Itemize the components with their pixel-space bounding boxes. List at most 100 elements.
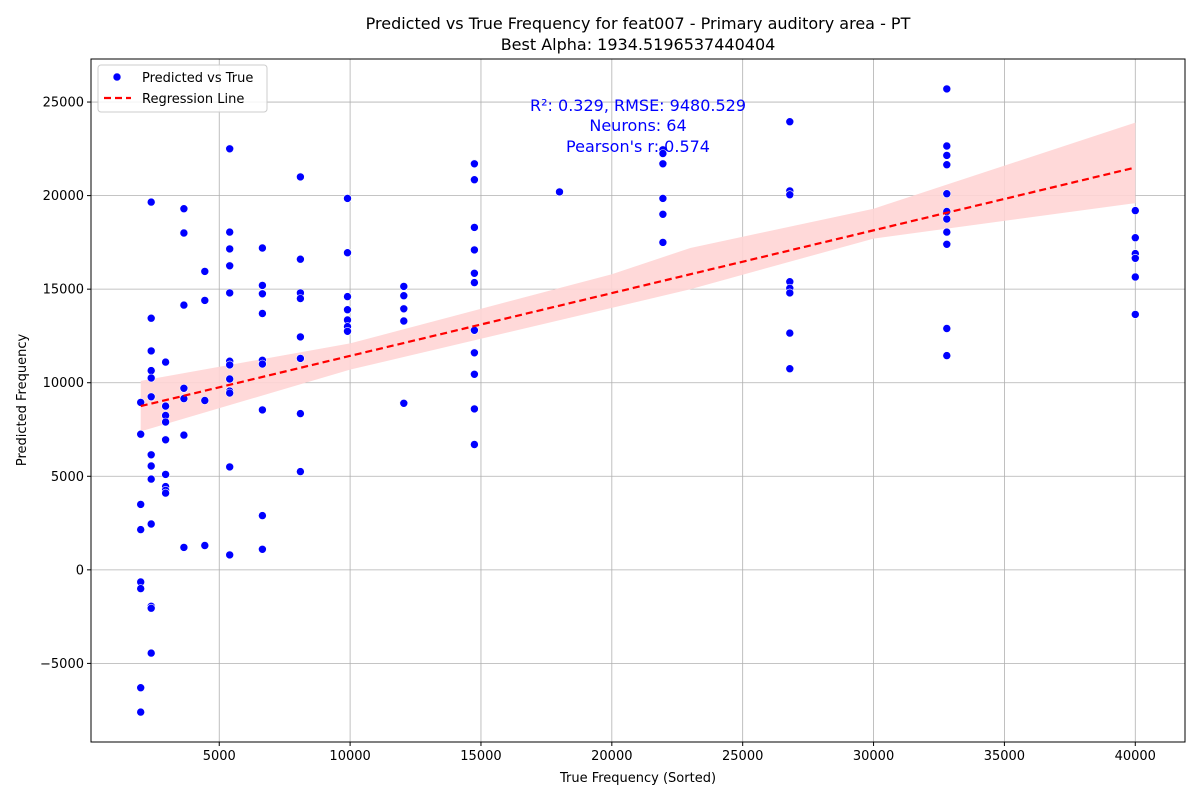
data-point (470, 268, 479, 278)
data-point (296, 467, 305, 476)
data-point (658, 149, 668, 158)
x-tick-label: 30000 (853, 749, 894, 764)
data-point (470, 223, 479, 232)
data-point (146, 366, 156, 375)
y-axis-label: Predicted Frequency (15, 334, 30, 467)
data-point (161, 435, 170, 445)
data-point (136, 429, 145, 439)
data-point (179, 204, 189, 213)
data-point (942, 324, 952, 333)
data-point (225, 244, 234, 254)
data-point (258, 359, 267, 369)
data-point (146, 346, 156, 356)
chart-title: Predicted vs True Frequency for feat007 … (366, 14, 911, 33)
data-point (146, 392, 156, 402)
data-point (146, 603, 156, 613)
data-point (179, 430, 189, 440)
y-tick-label: 15000 (43, 283, 84, 298)
data-point (200, 267, 210, 276)
data-point (399, 398, 409, 408)
data-point (296, 294, 305, 303)
data-point (146, 313, 156, 323)
data-point (136, 398, 145, 407)
data-point (179, 543, 189, 552)
data-point (470, 175, 479, 184)
data-point (225, 288, 234, 298)
data-point (470, 325, 479, 335)
chart-subtitle: Best Alpha: 1934.5196537440404 (501, 35, 776, 54)
data-point (470, 440, 479, 449)
annotation-r2-rmse: R²: 0.329, RMSE: 9480.529 (530, 96, 746, 115)
data-point (296, 254, 305, 264)
data-point (658, 210, 668, 219)
data-point (179, 300, 189, 310)
data-point (658, 194, 668, 203)
data-point (942, 227, 952, 237)
data-point (146, 373, 156, 383)
y-tick-label: 10000 (43, 376, 84, 391)
data-point (225, 550, 234, 560)
data-point (399, 291, 409, 301)
data-point (399, 316, 409, 326)
data-point (470, 348, 479, 358)
data-point (343, 248, 352, 257)
y-tick-label: 25000 (43, 96, 84, 111)
data-point (136, 683, 145, 693)
data-point (161, 470, 170, 479)
x-tick-label: 35000 (984, 749, 1025, 764)
data-point (343, 305, 352, 315)
data-point (343, 292, 352, 301)
y-axis-ticks: −5000 0 5000 10000 15000 20000 25000 (40, 96, 91, 672)
data-point (258, 544, 267, 554)
data-point (470, 404, 479, 414)
data-point (179, 383, 189, 393)
annotation-pearson: Pearson's r: 0.574 (566, 137, 710, 156)
data-point (785, 190, 795, 199)
x-tick-label: 10000 (329, 749, 370, 764)
data-point (146, 519, 156, 529)
y-tick-label: 20000 (43, 189, 84, 204)
data-point (942, 240, 952, 249)
data-point (225, 388, 234, 398)
legend-label-points: Predicted vs True (142, 71, 253, 86)
data-point (942, 189, 952, 198)
data-point (200, 296, 210, 305)
data-point (225, 261, 234, 271)
data-point (225, 144, 234, 154)
data-point (225, 360, 234, 370)
x-tick-label: 25000 (722, 749, 763, 764)
data-point (470, 278, 479, 287)
data-point (1131, 206, 1140, 215)
data-point (785, 288, 795, 298)
y-tick-label: 0 (76, 563, 84, 578)
data-point (470, 369, 479, 379)
data-point (555, 187, 564, 197)
data-point (1131, 253, 1140, 263)
data-point (161, 417, 170, 427)
y-tick-label: −5000 (40, 657, 84, 672)
data-point (343, 326, 352, 336)
data-point (161, 401, 170, 411)
data-point (146, 648, 156, 658)
legend-label-regression: Regression Line (142, 92, 244, 107)
data-point (343, 194, 352, 203)
data-point (296, 172, 305, 182)
x-tick-label: 20000 (591, 749, 632, 764)
data-points (136, 84, 1140, 717)
data-point (136, 707, 145, 717)
data-point (296, 409, 305, 418)
data-point (658, 159, 668, 169)
data-point (225, 374, 234, 384)
data-point (1131, 233, 1140, 242)
data-point (200, 541, 210, 550)
data-point (258, 289, 267, 299)
data-point (1131, 272, 1140, 282)
data-point (296, 332, 305, 342)
data-point (200, 396, 210, 405)
data-point (399, 304, 409, 314)
x-tick-label: 15000 (460, 749, 501, 764)
data-point (136, 525, 145, 534)
data-point (146, 474, 156, 484)
data-point (470, 159, 479, 169)
